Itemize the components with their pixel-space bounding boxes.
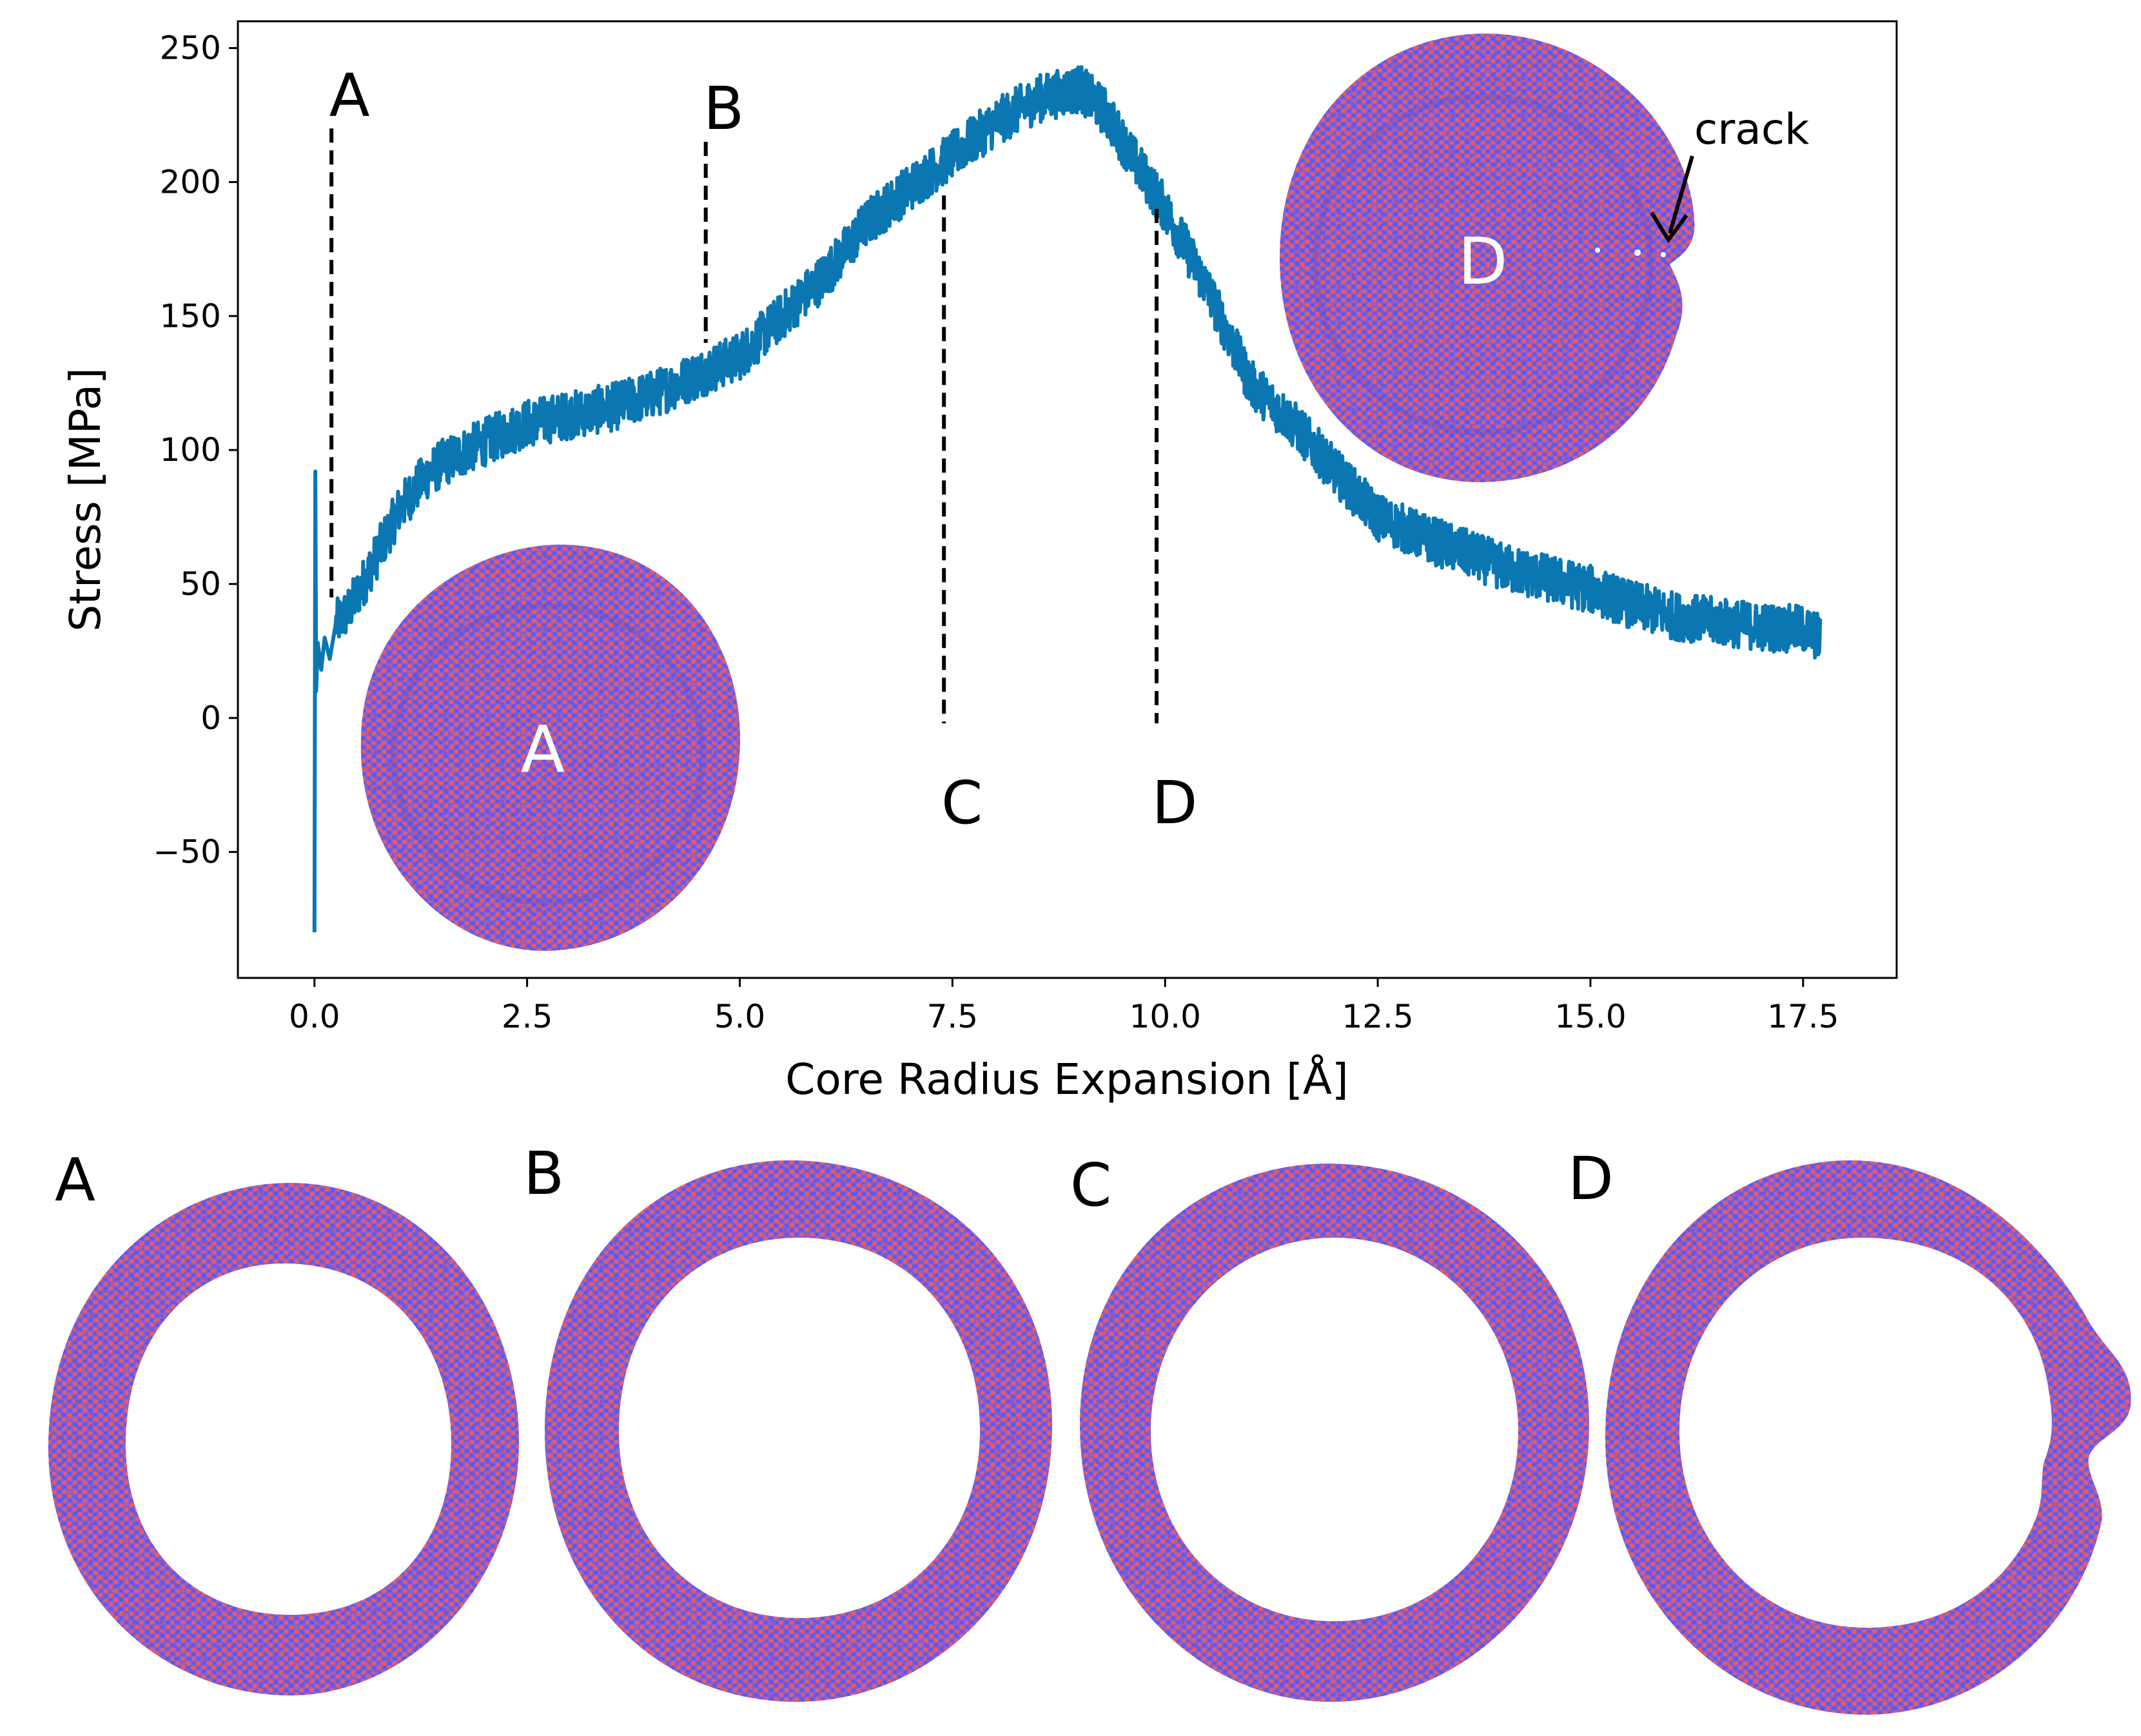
x-tick-label: 12.5 [1342,998,1413,1035]
inset-particle-d: D [1280,33,1695,483]
ring-panel-c: C [1070,1151,1589,1702]
x-axis-ticks: 0.0 2.5 5.0 7.5 10.0 12.5 15.0 17.5 [289,978,1839,1035]
ring-panel-d: D [1568,1144,2131,1715]
y-tick-label: 200 [160,163,221,200]
stage-label-a: A [329,61,370,130]
stage-annotations: A B C D [329,61,1198,837]
crack-label: crack [1694,104,1810,154]
stage-label-b: B [703,74,744,143]
y-axis-title: Stress [MPa] [61,367,110,632]
inset-label-a: A [521,712,565,787]
y-tick-label: 100 [160,431,221,469]
panel-label-b: B [523,1139,564,1208]
crack-arrow [1668,155,1694,234]
x-tick-label: 17.5 [1767,998,1839,1035]
y-tick-label: −50 [153,834,221,871]
y-tick-label: 150 [160,297,221,335]
x-tick-label: 10.0 [1129,998,1201,1035]
panel-label-d: D [1568,1144,1614,1213]
panel-label-a: A [55,1146,95,1214]
x-tick-label: 5.0 [714,998,766,1035]
y-tick-label: 0 [200,699,221,737]
plot-frame [237,20,1898,979]
x-tick-label: 15.0 [1554,998,1626,1035]
x-tick-label: 0.0 [289,998,340,1035]
y-axis-ticks: −50 0 50 100 150 200 250 [153,30,238,871]
ring-panel-b: B [523,1139,1052,1702]
x-axis-title: Core Radius Expansion [Å] [785,1055,1349,1104]
x-tick-label: 2.5 [502,998,553,1035]
y-tick-label: 50 [180,565,221,603]
inset-label-d: D [1458,224,1507,299]
y-tick-label: 250 [160,30,221,67]
crack-arrow-head [1650,211,1688,244]
stress-series-line [312,65,1823,933]
ring-panel-a: A [48,1146,520,1695]
panel-label-c: C [1070,1151,1111,1220]
x-tick-label: 7.5 [927,998,979,1035]
stage-label-c: C [941,768,983,837]
inset-particle-a: A [360,544,741,951]
stage-label-d: D [1152,768,1198,837]
